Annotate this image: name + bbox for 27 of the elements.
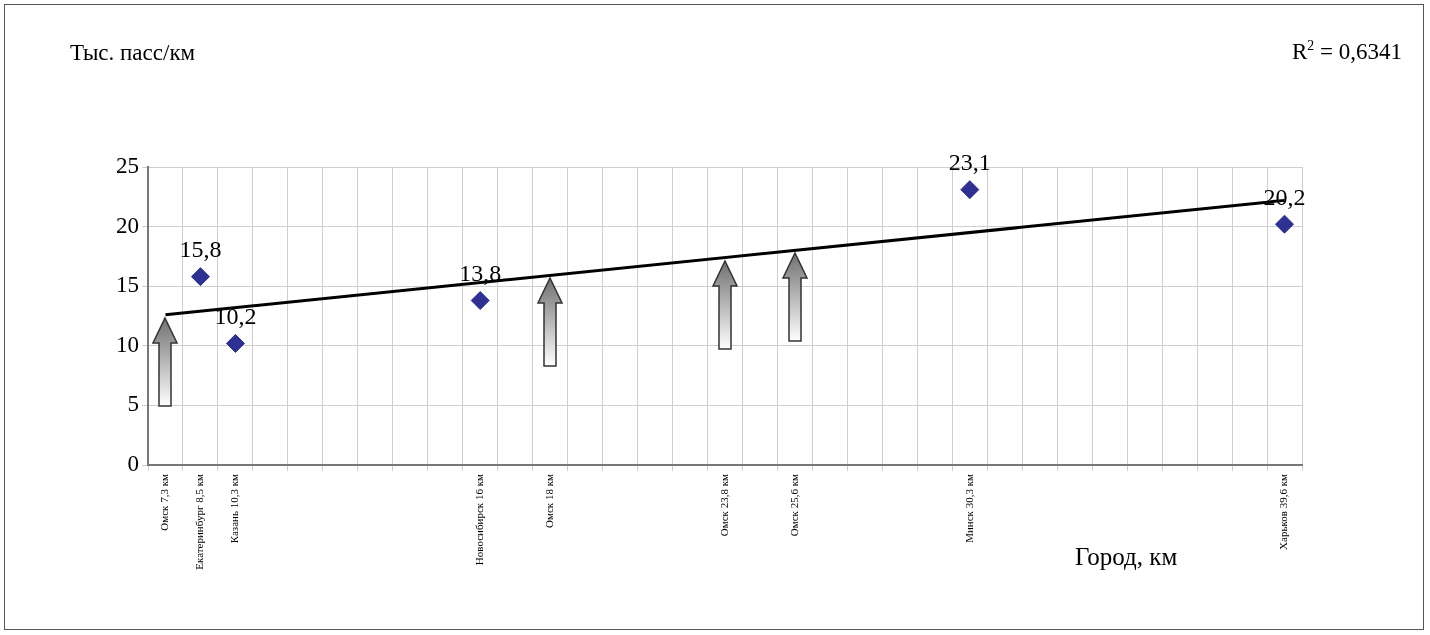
x-tick-label: Минск 30,3 км (962, 473, 975, 543)
x-tick-label: Омск 18 км (543, 473, 556, 528)
y-tick-label: 25 (116, 153, 139, 179)
point (470, 291, 490, 310)
point (960, 180, 980, 200)
x-tick-label: Харьков 39,6 км (1277, 473, 1290, 550)
data-label: 10,2 (214, 302, 257, 329)
y-tick-label: 0 (127, 451, 139, 477)
text: R$^{2}$ = 0,6341 (1292, 38, 1402, 65)
x-tick-label: Казань 10,3 км (228, 473, 241, 544)
y-tick-label: 15 (116, 272, 139, 298)
data-label: 15,8 (179, 235, 222, 262)
data-label: 20,2 (1263, 183, 1306, 210)
x-axis-title: Город, км (1075, 543, 1178, 571)
x-tick-label: Екатеринбург 8,5 км (193, 473, 206, 570)
x-tick-label: Омск 7,3 км (158, 473, 171, 531)
y-axis-title: Тыс. пасс/км (70, 40, 196, 66)
point (1275, 214, 1295, 234)
y-tick-label: 5 (127, 391, 139, 417)
data-label: 23,1 (948, 148, 991, 175)
x-tick-label: Омск 23,8 км (717, 473, 730, 537)
point (190, 267, 210, 287)
y-tick-label: 20 (116, 212, 139, 238)
point (225, 333, 245, 353)
y-tick-label: 10 (116, 331, 139, 357)
x-tick-label: Новосибирск 16 км (473, 473, 486, 566)
x-tick-label: Омск 25,6 км (787, 473, 800, 537)
